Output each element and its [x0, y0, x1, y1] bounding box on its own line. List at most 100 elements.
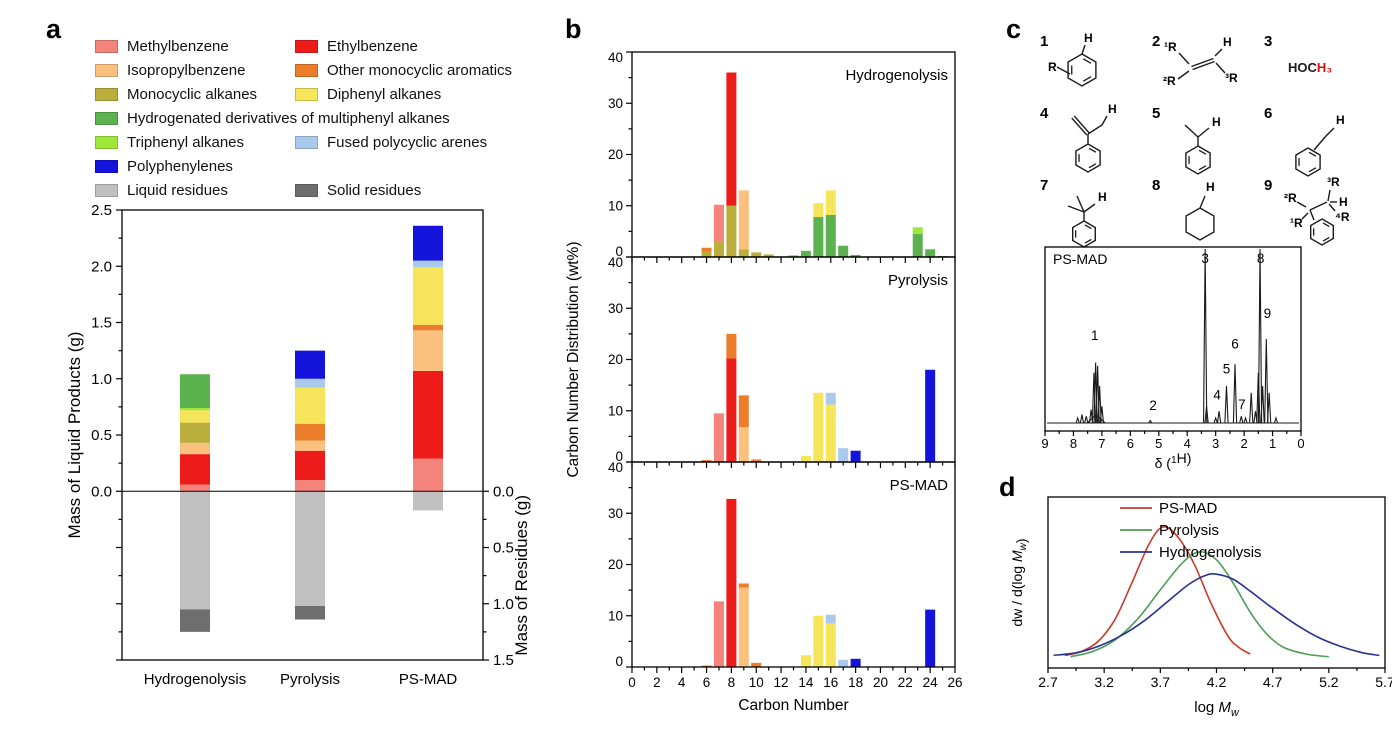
- b-bar-segment-diphenyl_alkanes: [813, 392, 824, 462]
- nmr-peak: [1075, 416, 1080, 424]
- b-bar-segment-hydrogenated_multiphenyl: [925, 249, 936, 257]
- bar-segment-methylbenzene: [413, 458, 443, 492]
- structure-9: 9 ²R ¹R ³R H⁴R: [1264, 175, 1350, 246]
- bar-segment-other_monocyclic_aromatics: [295, 423, 325, 441]
- legend-swatch: [295, 39, 318, 53]
- gpc-curve-Hydrogenolysis: [1053, 573, 1380, 657]
- bar-segment-liquid_residues: [413, 491, 443, 511]
- legend-label: Isopropylbenzene: [127, 61, 246, 79]
- b-x-tick-label: 2: [653, 675, 661, 690]
- a-left-tick-label: 0.0: [91, 483, 112, 500]
- bar-segment-liquid_residues: [295, 491, 325, 606]
- b-bar-segment-monocyclic_alkanes: [701, 251, 712, 257]
- b-y-tick-label: 10: [608, 403, 623, 418]
- b-bar-segment-diphenyl_alkanes: [813, 203, 824, 218]
- labile-h-label: H: [1206, 180, 1215, 194]
- legend-item: Triphenyl alkanes: [95, 132, 244, 152]
- d-x-tick-label: 5.2: [1319, 674, 1339, 690]
- b-y-tick-label: 10: [608, 608, 623, 623]
- structure-number: 8: [1152, 177, 1160, 194]
- nmr-peak: [1099, 406, 1105, 424]
- legend-swatch: [295, 63, 318, 77]
- bar-segment-diphenyl_alkanes: [413, 267, 443, 325]
- b-bar-segment-other_monocyclic_aromatics: [726, 333, 737, 359]
- b-bar-segment-polyphenylenes: [925, 369, 936, 462]
- legend-label: Polyphenylenes: [127, 157, 233, 175]
- b-subplot-title: Hydrogenolysis: [845, 67, 948, 84]
- structure-number: 5: [1152, 105, 1160, 122]
- bar-segment-polyphenylenes: [295, 350, 325, 379]
- b-x-tick-label: 22: [898, 675, 913, 690]
- d-x-tick-label: 2.7: [1038, 674, 1058, 690]
- b-bar-segment-isopropylbenzene: [738, 587, 749, 667]
- bar-segment-solid_residues: [180, 609, 210, 632]
- b-bar-segment-methylbenzene: [713, 601, 724, 667]
- bar-segment-ethylbenzene: [413, 370, 443, 459]
- labile-h-label: H: [1212, 115, 1221, 129]
- b-y-tick-label: 40: [608, 50, 623, 65]
- b-bar-segment-polyphenylenes: [850, 450, 861, 462]
- a-right-tick-label: 0.0: [493, 483, 514, 500]
- a-category-label: Pyrolysis: [280, 671, 340, 688]
- b-x-tick-label: 12: [774, 675, 789, 690]
- b-subplot-title: Pyrolysis: [888, 272, 948, 289]
- bar-segment-fused_polycyclic_arenes: [295, 378, 325, 388]
- nmr-peak: [1264, 338, 1269, 424]
- a-ylabel-right: Mass of Residues (g): [512, 495, 531, 656]
- bar-segment-triphenyl_alkanes: [180, 408, 210, 411]
- gpc-curve-PS-MAD: [1064, 525, 1251, 657]
- b-y-tick-label: 0: [615, 654, 623, 669]
- benzene-ring: [1185, 145, 1211, 175]
- b-bar-segment-fused_polycyclic_arenes: [838, 448, 849, 462]
- b-bar-segment-hydrogenated_multiphenyl: [800, 250, 811, 257]
- r-group-label: ¹R: [1164, 40, 1177, 54]
- a-left-tick-label: 1.5: [91, 315, 112, 332]
- bar-segment-ethylbenzene: [295, 450, 325, 480]
- nmr-peak: [1213, 416, 1218, 424]
- nmr-peak: [1266, 392, 1272, 424]
- b-bar-segment-methylbenzene: [713, 413, 724, 462]
- b-y-tick-label: 30: [608, 506, 623, 521]
- b-bar-segment-isopropylbenzene: [738, 427, 749, 462]
- d-legend-label: PS-MAD: [1159, 500, 1218, 517]
- nmr-x-tick-label: 7: [1098, 436, 1105, 451]
- legend-item: Diphenyl alkanes: [295, 84, 441, 104]
- legend-item: Hydrogenated derivatives of multiphenyl …: [95, 108, 450, 128]
- b-bar-segment-triphenyl_alkanes: [912, 227, 923, 234]
- b-bar-segment-hydrogenated_multiphenyl: [788, 255, 799, 257]
- nmr-peak-label: 5: [1223, 362, 1231, 377]
- legend-label: Fused polycyclic arenes: [327, 133, 488, 151]
- structure-3: 3 HOCH₃: [1264, 33, 1332, 75]
- nmr-peak: [1256, 372, 1261, 424]
- b-y-tick-label: 20: [608, 557, 623, 572]
- r-group-label: ²R: [1163, 74, 1176, 88]
- b-bar-segment-other_monocyclic_aromatics: [701, 247, 712, 252]
- b-bar-segment-hydrogenated_multiphenyl: [825, 214, 836, 257]
- r-group-label: ¹R: [1290, 216, 1303, 230]
- d-legend-label: Pyrolysis: [1159, 522, 1219, 539]
- b-bar-segment-fused_polycyclic_arenes: [838, 659, 849, 667]
- a-left-tick-label: 0.5: [91, 427, 112, 444]
- b-bar-segment-other_monocyclic_aromatics: [701, 665, 712, 667]
- structure-number: 3: [1264, 33, 1272, 50]
- b-bar-segment-ethylbenzene: [726, 72, 737, 206]
- nmr-peak: [1216, 411, 1222, 424]
- b-bar-segment-ethylbenzene: [726, 498, 737, 667]
- b-bar-segment-monocyclic_alkanes: [726, 205, 737, 257]
- b-bar-segment-fused_polycyclic_arenes: [825, 392, 836, 405]
- legend-swatch: [95, 39, 118, 53]
- labile-h-label: H: [1223, 35, 1232, 49]
- d-x-tick-label: 4.2: [1207, 674, 1227, 690]
- nmr-peak-label: 4: [1213, 388, 1221, 403]
- b-y-tick-label: 20: [608, 147, 623, 162]
- panel-b-carbon-distribution-chart: 010203040Hydrogenolysis010203040Pyrolysi…: [565, 50, 963, 714]
- b-bar-segment-hydrogenated_multiphenyl: [838, 245, 849, 257]
- nmr-peak-label: 9: [1264, 306, 1272, 321]
- structure-2: 2 ¹R ²R H ³R: [1152, 33, 1238, 88]
- b-bar-segment-other_monocyclic_aromatics: [738, 583, 749, 588]
- legend-label: Solid residues: [327, 181, 422, 199]
- bar-segment-hydrogenated_multiphenyl: [180, 374, 210, 408]
- nmr-x-tick-label: 1: [1269, 436, 1276, 451]
